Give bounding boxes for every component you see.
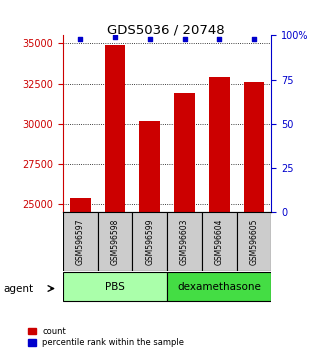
Bar (167, 273, 271, 301)
Bar (244, 82, 264, 212)
Bar (139, 121, 160, 212)
Point (217, 36, 222, 42)
Point (182, 36, 187, 42)
Text: GSM596604: GSM596604 (215, 218, 224, 265)
Legend: count, percentile rank within the sample: count, percentile rank within the sample (27, 326, 185, 348)
Bar (105, 45, 125, 212)
Bar (132, 212, 167, 271)
Bar (209, 77, 230, 212)
Text: GSM596598: GSM596598 (111, 218, 119, 265)
Text: GSM596599: GSM596599 (145, 218, 154, 265)
Bar (202, 212, 237, 271)
Bar (174, 93, 195, 212)
Text: agent: agent (3, 284, 33, 293)
Text: PBS: PBS (105, 282, 125, 292)
Point (252, 36, 257, 42)
Bar (63, 212, 98, 271)
Text: GDS5036 / 20748: GDS5036 / 20748 (107, 23, 224, 36)
Text: GSM596605: GSM596605 (250, 218, 259, 265)
Bar (98, 212, 132, 271)
Point (147, 36, 152, 42)
Text: dexamethasone: dexamethasone (177, 282, 261, 292)
Bar (167, 212, 202, 271)
Text: GSM596597: GSM596597 (76, 218, 85, 265)
Bar (70, 198, 91, 212)
Point (113, 34, 118, 40)
Text: GSM596603: GSM596603 (180, 218, 189, 265)
Point (77, 36, 83, 42)
Bar (63, 273, 167, 301)
Bar (237, 212, 271, 271)
